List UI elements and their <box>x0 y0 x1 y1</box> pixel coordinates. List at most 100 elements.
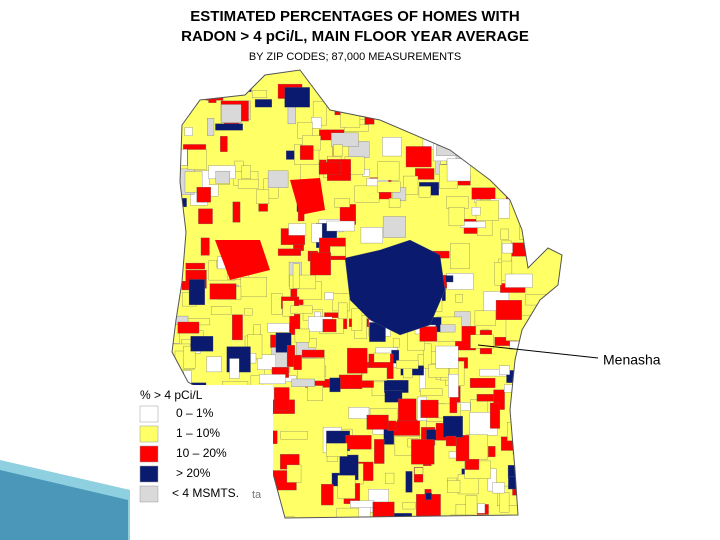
zip-region <box>336 507 362 518</box>
zip-region <box>421 80 438 92</box>
zip-region <box>512 134 540 150</box>
zip-region <box>563 284 575 300</box>
zip-region <box>498 88 515 107</box>
zip-region <box>384 390 403 403</box>
zip-region <box>324 292 334 300</box>
zip-region <box>519 214 538 240</box>
zip-region <box>321 484 334 506</box>
zip-region <box>185 262 205 270</box>
zip-region <box>448 373 459 398</box>
zip-region <box>557 106 562 121</box>
zip-region <box>374 439 385 464</box>
zip-region <box>519 361 535 375</box>
zip-region <box>494 262 502 286</box>
zip-region <box>534 457 558 471</box>
zip-region <box>553 480 562 497</box>
zip-region <box>516 130 539 144</box>
zip-region <box>329 377 341 393</box>
zip-region <box>291 378 315 387</box>
zip-region <box>290 178 325 215</box>
zip-region <box>372 501 395 518</box>
zip-region <box>477 80 487 91</box>
zip-region <box>215 240 270 280</box>
zip-region <box>289 314 301 335</box>
zip-region <box>554 433 562 452</box>
zip-region <box>284 87 310 108</box>
zip-region <box>386 513 412 518</box>
zip-region <box>338 302 348 320</box>
zip-region <box>396 360 419 369</box>
zip-region <box>232 314 243 341</box>
zip-region <box>301 349 325 358</box>
zip-region <box>411 439 435 465</box>
legend-label: 10 – 20% <box>176 446 227 460</box>
zip-region <box>175 522 186 540</box>
zip-region <box>514 148 537 170</box>
zip-region <box>220 104 242 123</box>
zip-region <box>414 70 428 90</box>
zip-region <box>467 89 474 103</box>
title: ESTIMATED PERCENTAGES OF HOMES WITH <box>190 8 519 25</box>
zip-region <box>370 70 394 78</box>
zip-region <box>558 280 562 302</box>
zip-region <box>200 237 210 256</box>
zip-region <box>561 388 562 399</box>
zip-region <box>350 500 375 508</box>
zip-region <box>392 102 418 115</box>
zip-region <box>545 327 562 338</box>
zip-region <box>445 435 457 447</box>
zip-region <box>546 464 562 477</box>
zip-region <box>553 232 562 249</box>
zip-region <box>527 323 554 341</box>
zip-region <box>536 375 560 401</box>
zip-region <box>232 201 241 223</box>
zip-region <box>563 438 573 463</box>
zip-region <box>229 358 240 379</box>
legend-label: < 4 MSMTS. <box>172 486 239 500</box>
zip-region <box>527 167 551 191</box>
zip-region <box>505 103 520 123</box>
zip-region <box>504 384 530 393</box>
zip-region <box>215 123 243 131</box>
zip-region <box>521 489 549 502</box>
zip-region <box>347 347 368 374</box>
zip-region <box>534 126 549 134</box>
zip-region <box>423 343 432 369</box>
zip-region <box>459 70 474 87</box>
zip-region <box>515 176 525 200</box>
zip-region <box>419 326 438 342</box>
legend-label: 0 – 1% <box>176 406 214 420</box>
zip-region <box>549 504 557 512</box>
zip-region <box>547 510 555 518</box>
zip-region <box>181 102 191 110</box>
zip-region <box>536 401 558 425</box>
zip-region <box>392 419 420 436</box>
zip-region <box>452 516 478 518</box>
zip-region <box>515 165 526 191</box>
zip-region <box>359 104 380 116</box>
zip-region <box>398 398 417 422</box>
zip-region <box>563 219 573 235</box>
zip-region <box>513 452 534 462</box>
zip-region <box>538 70 548 80</box>
zip-region <box>295 518 323 537</box>
zip-region <box>495 300 522 321</box>
legend: 0 – 1% 1 – 10% 10 – 20% > 20% < 4 MSMTS. <box>139 405 239 503</box>
zip-region <box>183 345 196 369</box>
zip-region <box>405 146 432 168</box>
legend-swatch <box>139 405 159 423</box>
zip-region <box>556 472 562 498</box>
zip-region <box>361 367 388 381</box>
zip-region <box>536 70 562 80</box>
zip-region <box>445 275 454 283</box>
zip-region <box>513 152 536 162</box>
zip-region <box>530 500 547 518</box>
zip-region <box>547 390 562 413</box>
zip-region <box>554 392 562 415</box>
zip-region <box>515 109 534 125</box>
zip-region <box>538 436 548 453</box>
zip-region <box>516 439 527 457</box>
legend-label: > 20% <box>176 466 211 480</box>
zip-region <box>440 324 456 333</box>
